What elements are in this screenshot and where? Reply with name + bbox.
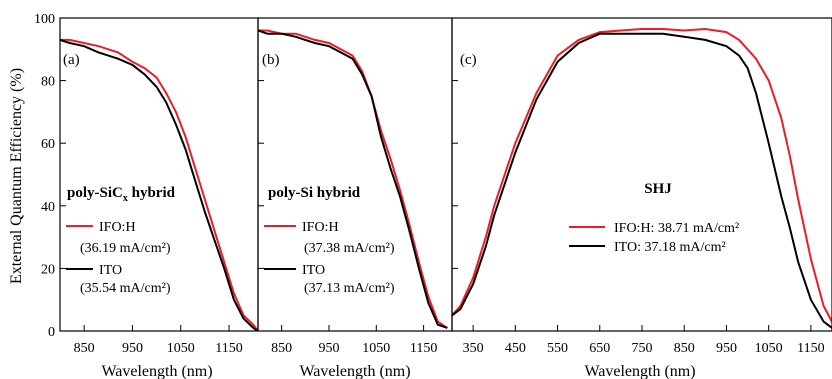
panel-a-legend-ifo-label: IFO:H [99,220,136,235]
panel-b-legend-ifo-value: (37.38 mA/cm²) [304,241,395,256]
panel-a-x-tick-label: 1150 [215,341,242,356]
panel-a-x-tick-label: 1050 [167,341,195,356]
y-tick-label: 20 [41,262,55,277]
panel-b-legend-ito-value: (37.13 mA/cm²) [304,281,395,296]
y-tick-label: 0 [48,325,55,340]
y-axis-label: External Quantum Efficiency (%) [8,68,25,284]
y-tick-label: 100 [34,12,55,27]
panel-a-x-axis-label: Wavelength (nm) [101,363,212,379]
panel-b-x-tick-label: 850 [271,341,292,356]
panel-c-series-ito [452,32,832,329]
panel-a: 850 950 1050 1150 (a) poly-SiCx hybrid IFO:… [59,17,259,379]
panel-b-x-tick-label: 950 [318,341,339,356]
panel-a-legend-ifo-value: (36.19 mA/cm²) [80,241,171,256]
panel-a-series-ifo-h [60,38,258,331]
panel-c-x-tick-label: 750 [632,341,653,356]
y-axis-ticks: 0 20 40 60 80 100 [34,12,55,340]
y-tick-label: 40 [41,200,55,215]
panel-a-title: poly-SiCx hybrid [67,185,176,204]
panel-c-x-tick-label: 1150 [797,341,824,356]
panel-b-x-axis-label: Wavelength (nm) [299,363,410,379]
panel-b-x-tick-label: 1150 [410,341,437,356]
panel-b-letter: (b) [262,52,280,68]
panel-b-x-tick-label: 1050 [362,341,390,356]
panel-c-x-tick-label: 950 [716,341,737,356]
y-tick-label: 60 [41,137,55,152]
panel-c: 350 450 550 650 750 850 950 1050 1150 (c) SHJ IF… [451,17,832,379]
panel-b-series-ito [258,29,448,329]
panel-c-title: SHJ [644,181,672,197]
y-tick-label: 80 [41,75,55,90]
panel-a-legend-ito-value: (35.54 mA/cm²) [80,281,171,296]
panel-c-x-tick-label: 450 [505,341,526,356]
panel-a-legend-ito-label: ITO [99,263,122,278]
panel-c-x-tick-label: 650 [589,341,610,356]
panel-b: 850 950 1050 1150 (b) poly-Si hybrid IFO:H … [257,17,453,379]
panel-b-legend-ifo-label: IFO:H [302,220,339,235]
panel-c-letter: (c) [460,52,477,68]
panel-b-series-ifo-h [258,29,448,329]
panel-b-title: poly-Si hybrid [268,185,361,201]
panel-c-plot: 350 450 550 650 750 850 950 1050 1150 [451,17,832,356]
panel-c-x-tick-label: 850 [674,341,695,356]
panel-c-x-tick-label: 350 [463,341,484,356]
panel-c-legend-ito-label: ITO: 37.18 mA/cm² [614,240,726,255]
panel-a-series-ito [60,38,258,331]
panel-a-plot: 850 950 1050 1150 [59,17,259,356]
panel-c-legend-ifo-label: IFO:H: 38.71 mA/cm² [614,221,739,236]
panel-c-x-tick-label: 1050 [755,341,783,356]
panel-a-letter: (a) [63,52,80,68]
panel-a-x-tick-label: 850 [74,341,95,356]
panel-c-series-ifo-h [452,27,832,323]
panel-c-x-tick-label: 550 [547,341,568,356]
panel-c-frame [451,17,832,332]
panel-b-legend-ito-label: ITO [302,263,325,278]
panel-c-x-axis-label: Wavelength (nm) [584,363,695,379]
panel-a-x-tick-label: 950 [122,341,143,356]
